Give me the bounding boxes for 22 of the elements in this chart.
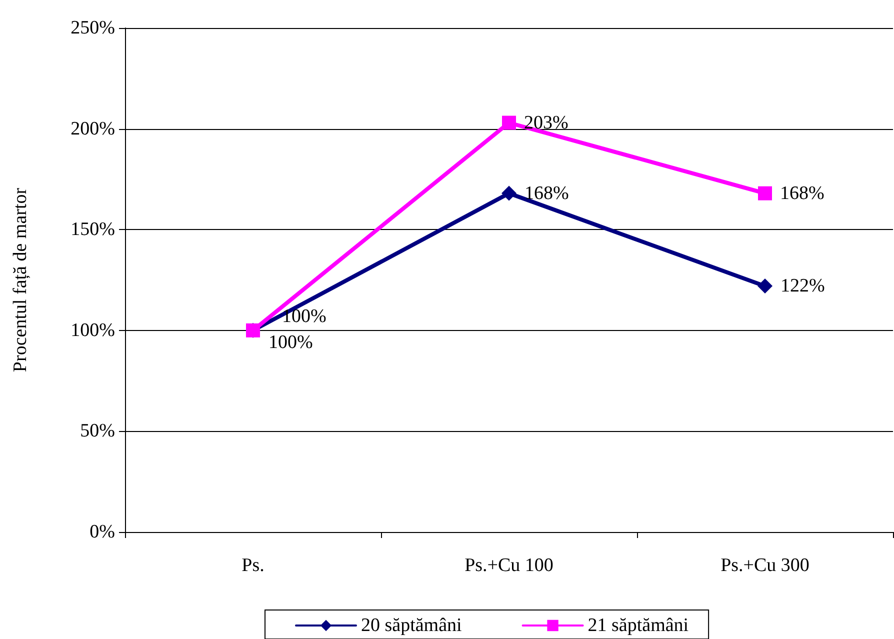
legend-label: 20 săptămâni <box>361 615 462 636</box>
point <box>758 278 772 294</box>
data-label: 100% <box>282 306 326 327</box>
y-axis-title: Procentul față de martor <box>10 187 31 372</box>
y-tick-label: 100% <box>70 320 116 341</box>
point <box>502 116 516 130</box>
y-tick-label: 150% <box>70 219 116 240</box>
data-label: 100% <box>268 332 313 353</box>
x-tick-label: Ps. <box>242 555 264 576</box>
legend-label: 21 săptămâni <box>588 615 689 636</box>
y-tick-label: 200% <box>70 118 116 140</box>
x-tick-label: Ps.+Cu 100 <box>464 555 554 576</box>
x-tick-label: Ps.+Cu 300 <box>720 555 810 576</box>
point <box>502 186 516 201</box>
y-tick-label: 50% <box>80 420 116 442</box>
data-label: 203% <box>524 112 568 134</box>
y-tick-label: 250% <box>70 18 116 38</box>
point <box>758 186 772 200</box>
data-label: 168% <box>780 182 824 204</box>
data-label: 168% <box>524 182 569 204</box>
y-tick-label: 0% <box>90 522 116 542</box>
data-label: 122% <box>780 276 825 297</box>
